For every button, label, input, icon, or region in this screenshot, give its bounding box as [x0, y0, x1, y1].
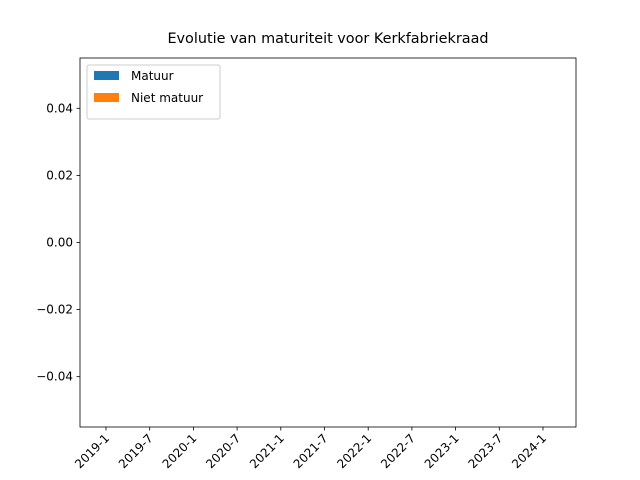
y-tick-label: 0.00 — [46, 236, 73, 250]
y-tick-label: 0.02 — [46, 168, 73, 182]
y-tick-label: 0.04 — [46, 101, 73, 115]
legend: Matuur Niet matuur — [86, 64, 221, 120]
legend-label: Niet matuur — [131, 91, 203, 105]
legend-swatch — [94, 93, 119, 102]
legend-label: Matuur — [131, 69, 174, 83]
legend-swatch — [94, 71, 119, 80]
y-tick-label: −0.04 — [36, 370, 73, 384]
chart-title: Evolutie van maturiteit voor Kerkfabriek… — [167, 31, 488, 47]
legend-frame — [86, 64, 221, 120]
y-tick-label: −0.02 — [36, 303, 73, 317]
plot-frame — [79, 57, 577, 428]
